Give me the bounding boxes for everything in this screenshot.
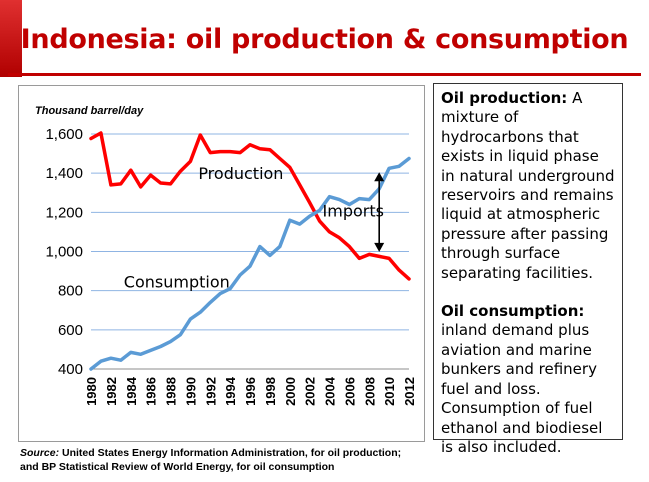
annotations: Production Consumption Imports: [124, 164, 385, 292]
y-tick-labels: 400 600 800 1,000 1,200 1,400 1,600: [45, 126, 83, 378]
consumption-term: Oil consumption:: [441, 302, 585, 321]
series-line-consumption: [89, 156, 411, 371]
chart-frame: 400 600 800 1,000 1,200 1,400 1,600 1980 1982 19…: [18, 85, 425, 442]
consumption-text: inland demand plus aviation and marine b…: [441, 321, 603, 456]
y-tick-label: 800: [58, 283, 83, 300]
series-lines: [89, 131, 411, 371]
x-tick-label: 1988: [164, 377, 179, 406]
source-note: Source: United States Energy Information…: [20, 446, 430, 474]
production-term: Oil production:: [441, 89, 568, 107]
production-annotation: Production: [198, 164, 283, 183]
production-text: A mixture of hydrocarbons that exists in…: [441, 89, 615, 282]
x-tick-label: 2012: [402, 377, 417, 406]
y-tick-label: 1,000: [45, 244, 83, 261]
consumption-annotation: Consumption: [124, 273, 230, 292]
x-tick-label: 1994: [223, 376, 238, 406]
x-tick-label: 2002: [303, 377, 318, 406]
imports-arrow-head-down: [374, 242, 385, 252]
imports-arrow-head-up: [374, 172, 385, 182]
y-tick-label: 600: [58, 322, 83, 339]
title-accent-bar: [0, 0, 22, 77]
x-tick-label: 1982: [104, 377, 119, 406]
source-label: Source:: [20, 447, 60, 459]
consumption-definition: Oil consumption: inland demand plus avia…: [441, 302, 615, 457]
production-definition: Oil production: A mixture of hydrocarbon…: [441, 89, 615, 283]
y-tick-label: 1,400: [45, 165, 83, 182]
x-tick-label: 2004: [323, 376, 338, 406]
source-line-2: and BP Statistical Review of World Energ…: [20, 461, 335, 473]
x-tick-label: 2006: [342, 377, 357, 406]
y-tick-label: 1,600: [45, 126, 83, 143]
imports-annotation: Imports: [323, 201, 384, 220]
source-line-1: United States Energy Information Adminis…: [59, 447, 402, 459]
x-tick-labels: 1980 1982 1984 1986 1988 1990 1992 1994 1996 1998…: [84, 376, 417, 406]
title-underline: [8, 73, 641, 76]
x-tick-label: 1996: [243, 377, 258, 406]
definitions-box: Oil production: A mixture of hydrocarbon…: [433, 83, 623, 456]
x-tick-label: 1990: [183, 377, 198, 406]
x-tick-label: 1984: [124, 376, 139, 406]
slide-title: Indonesia: oil production & consumption: [20, 24, 629, 55]
x-tick-label: 1992: [203, 377, 218, 406]
x-tick-label: 1998: [263, 377, 278, 406]
x-tick-label: 2010: [382, 377, 397, 406]
y-tick-label: 1,200: [45, 204, 83, 221]
y-tick-label: 400: [58, 361, 83, 378]
x-tick-label: 2008: [362, 377, 377, 406]
x-tick-label: 1986: [144, 377, 159, 406]
series-line-production: [89, 131, 411, 281]
gridlines: [91, 133, 409, 331]
x-tick-label: 2000: [283, 377, 298, 406]
x-tick-label: 1980: [84, 377, 99, 406]
y-axis-label: Thousand barrel/day: [35, 105, 144, 117]
